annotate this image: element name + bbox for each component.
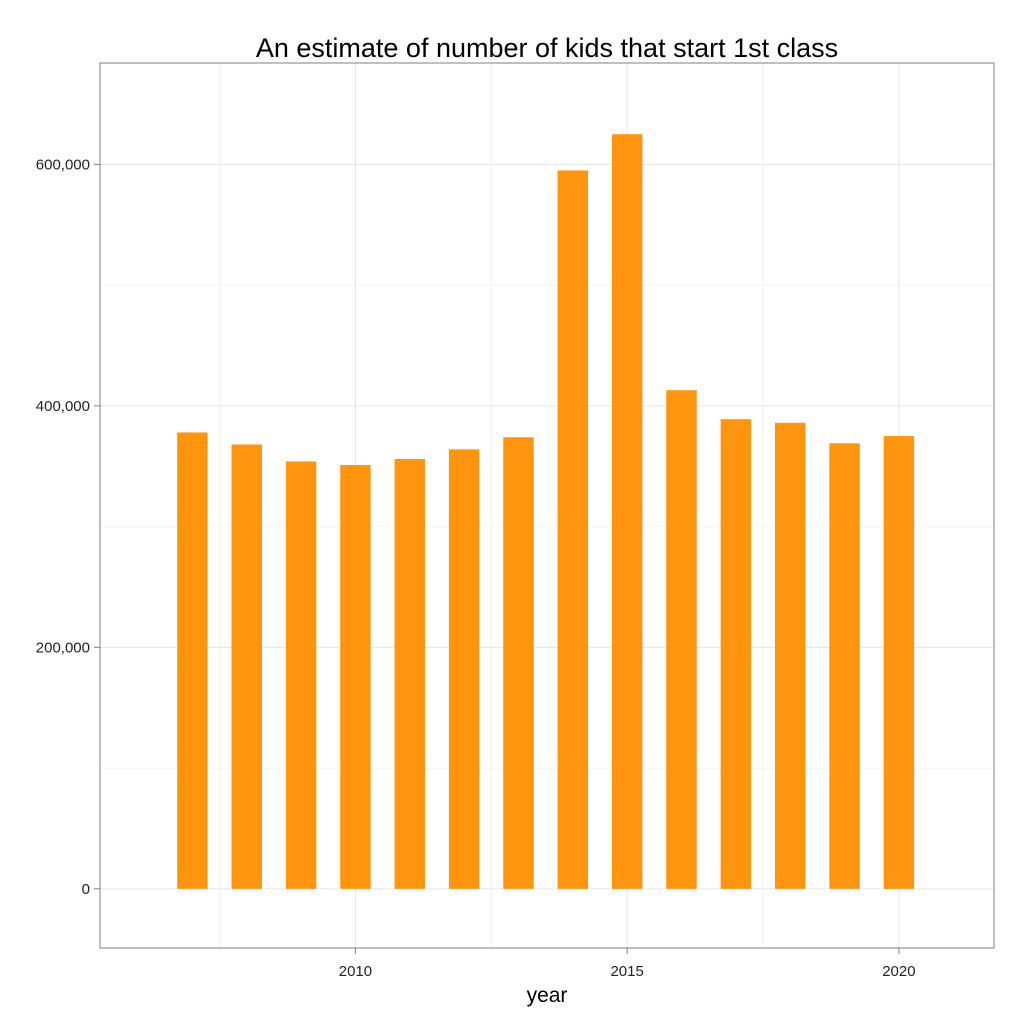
y-tick-label: 200,000 <box>36 639 90 656</box>
bars <box>177 134 915 889</box>
chart-title: An estimate of number of kids that start… <box>256 33 838 63</box>
bar-2013 <box>503 437 534 889</box>
x-axis-label: year <box>527 984 568 1007</box>
bar-2009 <box>285 461 317 889</box>
bar-2015 <box>611 134 643 889</box>
bar-2010 <box>340 465 371 889</box>
y-tick-label: 400,000 <box>36 398 90 415</box>
bar-2018 <box>774 422 806 889</box>
bar-2012 <box>448 449 480 889</box>
x-tick-label: 2010 <box>339 963 372 980</box>
bar-2016 <box>666 390 697 889</box>
bar-2007 <box>177 432 208 889</box>
x-tick-label: 2015 <box>610 963 643 980</box>
y-tick-label: 0 <box>82 881 90 898</box>
x-tick-label: 2020 <box>882 963 915 980</box>
x-axis: 2010 2015 2020 <box>339 948 916 980</box>
bar-2014 <box>557 170 589 889</box>
plot-panel-border <box>99 62 995 949</box>
y-axis: 0 200,000 400,000 600,000 <box>36 156 100 898</box>
bar-2017 <box>720 419 752 889</box>
bar-2020 <box>883 436 915 889</box>
y-tick-label: 600,000 <box>36 156 90 173</box>
bar-2011 <box>394 459 425 889</box>
bar-2008 <box>231 444 262 889</box>
bar-2019 <box>829 443 860 889</box>
